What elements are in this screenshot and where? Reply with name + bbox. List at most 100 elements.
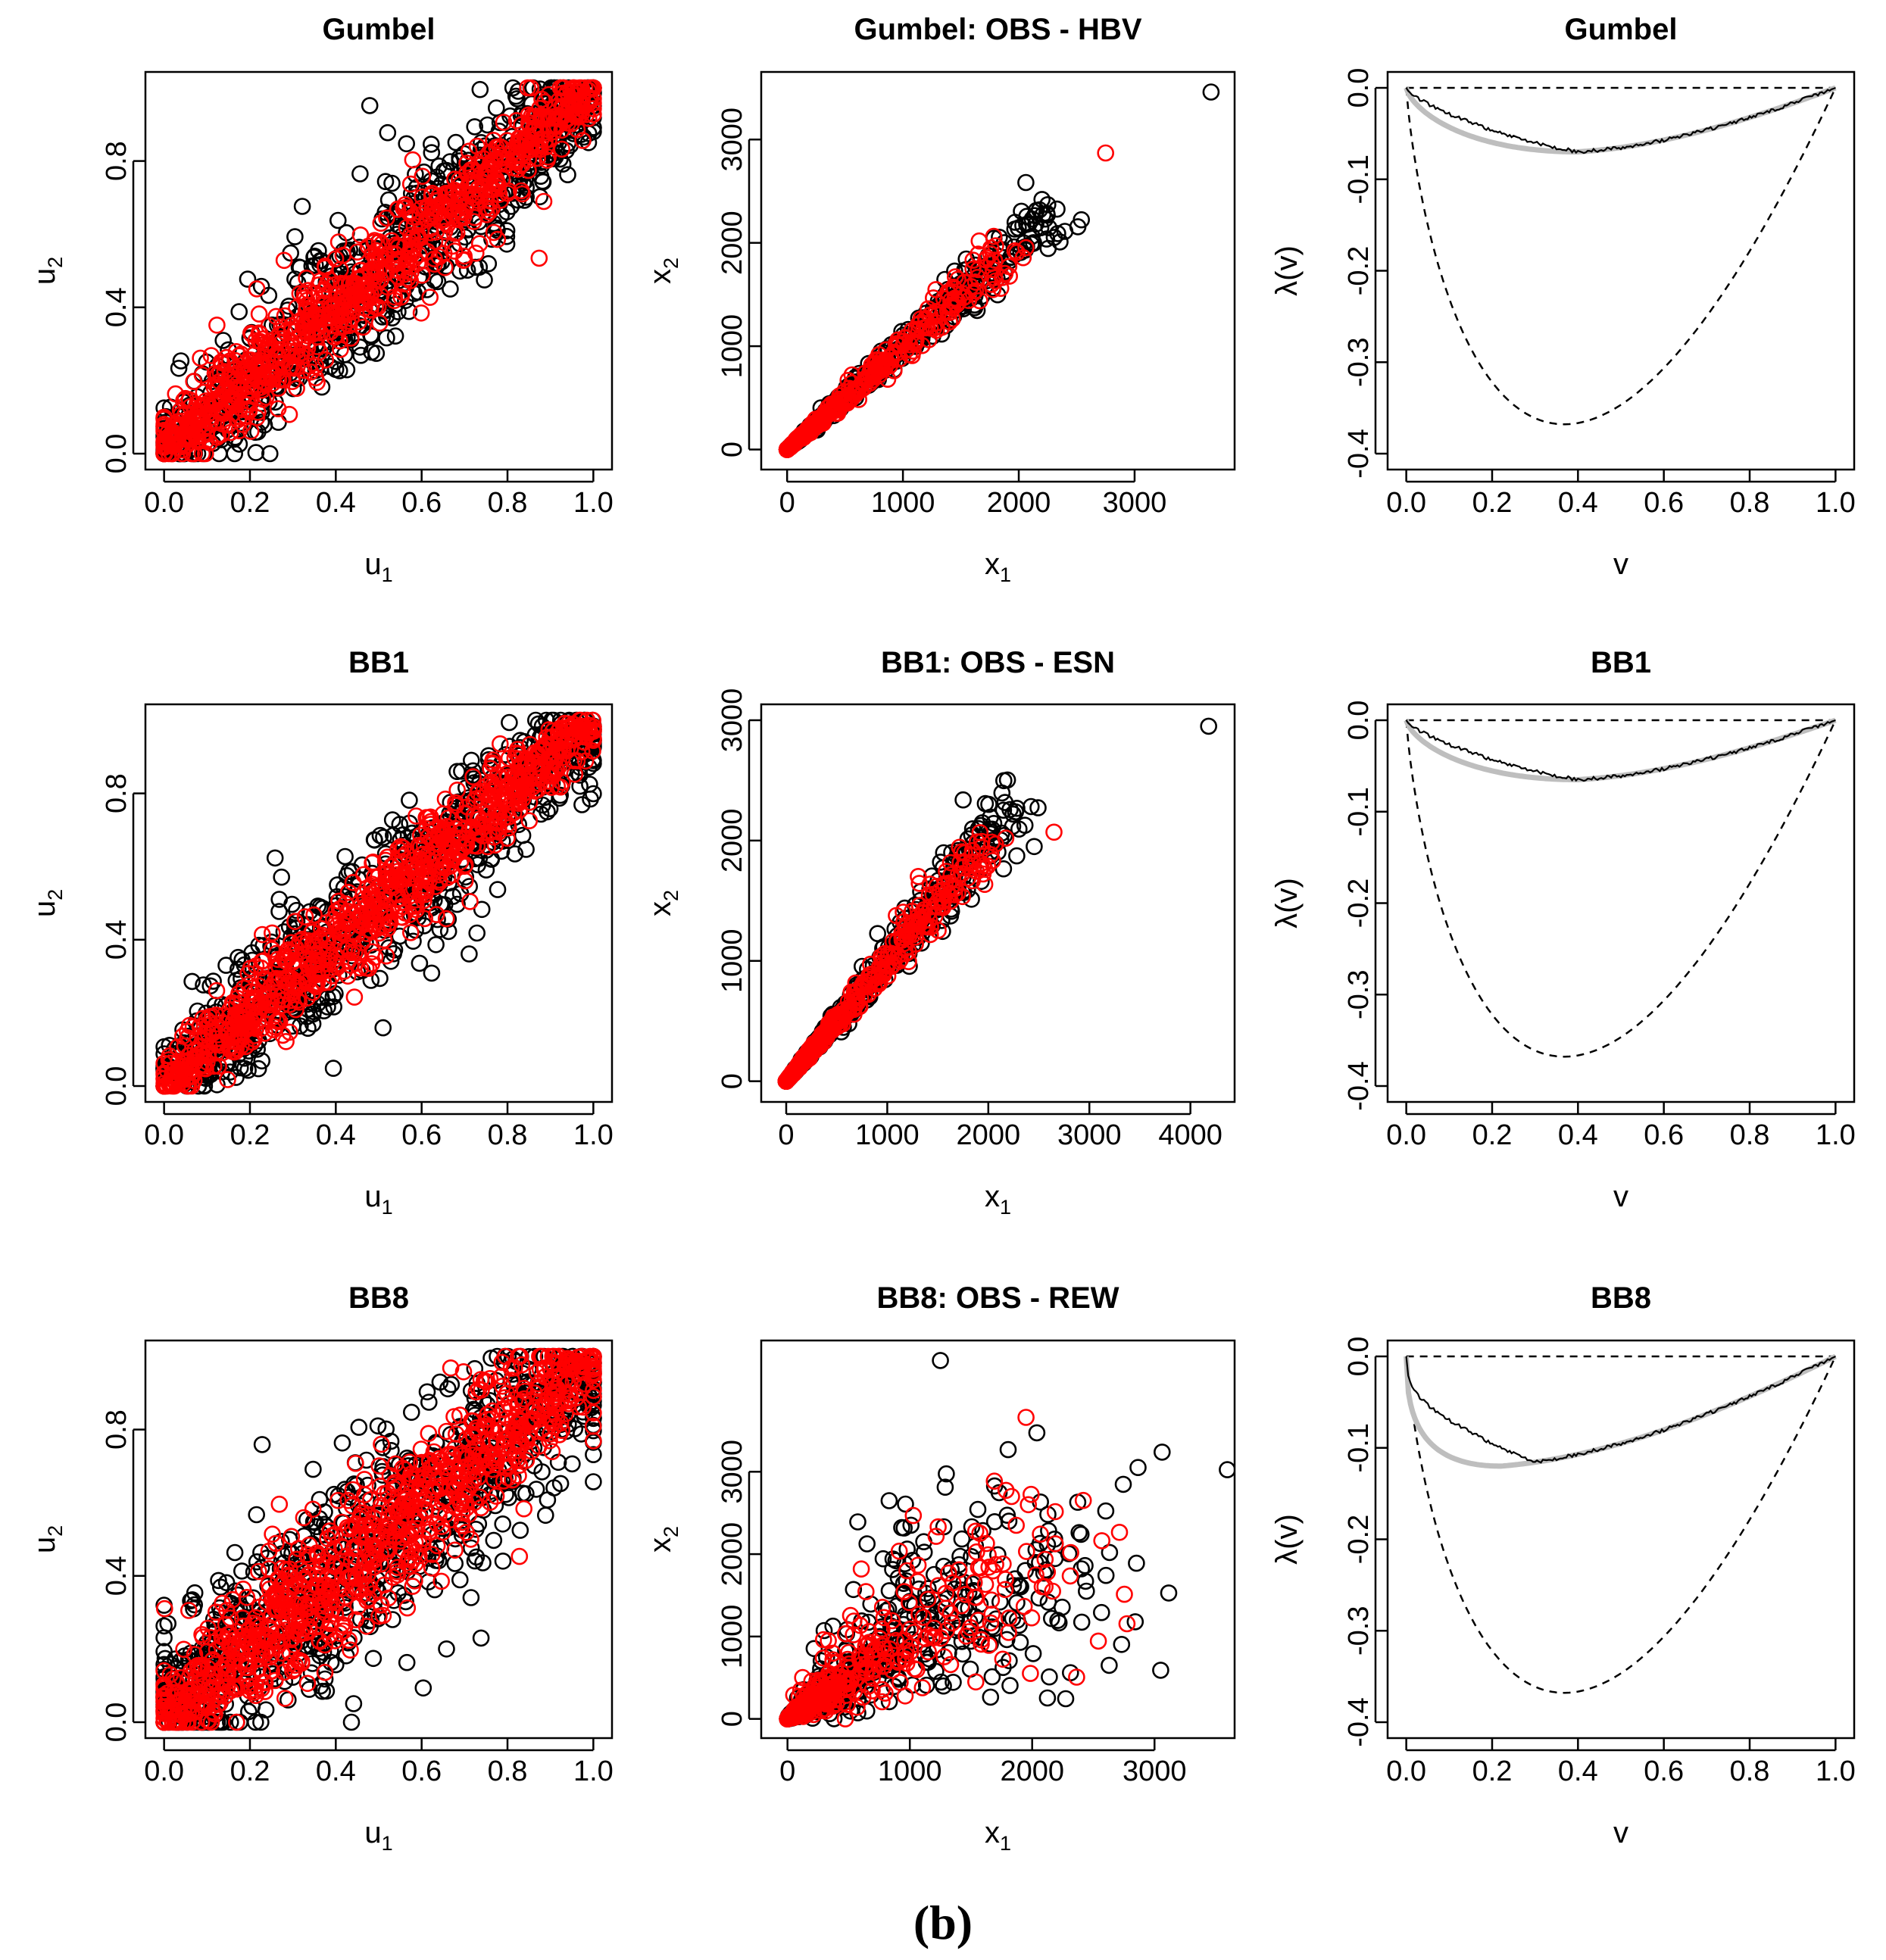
point-simulated	[479, 838, 497, 856]
point-simulated	[454, 821, 473, 838]
point-observed	[315, 1002, 333, 1019]
point-simulated	[308, 974, 326, 991]
point-simulated	[848, 379, 866, 398]
x-tick-label: 0	[779, 487, 795, 519]
point-observed	[461, 945, 478, 963]
plot-area	[777, 717, 1217, 1090]
point-simulated	[412, 881, 429, 898]
point-observed	[498, 235, 516, 253]
point-simulated	[535, 192, 553, 211]
point-simulated	[193, 366, 211, 384]
point-observed	[253, 1052, 271, 1070]
point-simulated	[498, 779, 516, 797]
point-simulated	[254, 390, 272, 408]
point-simulated	[328, 326, 346, 344]
point-simulated	[195, 1031, 213, 1048]
point-observed	[995, 801, 1013, 819]
point-simulated	[832, 394, 849, 412]
point-simulated	[253, 925, 271, 944]
point-simulated	[447, 794, 464, 812]
point-simulated	[304, 984, 322, 1001]
point-simulated	[860, 369, 877, 387]
point-simulated	[492, 147, 509, 164]
point-simulated	[430, 866, 448, 884]
point-observed	[1056, 223, 1074, 240]
point-observed	[573, 796, 591, 813]
point-simulated	[985, 227, 1003, 245]
point-simulated	[529, 747, 547, 766]
point-simulated	[220, 382, 238, 400]
point-simulated	[184, 1018, 202, 1036]
point-simulated	[809, 415, 826, 433]
point-simulated	[295, 285, 314, 303]
point-simulated	[260, 354, 277, 372]
point-observed	[980, 795, 998, 813]
panel-title: Gumbel	[323, 13, 436, 46]
x-tick-label: 1.0	[1816, 487, 1856, 519]
point-observed	[447, 133, 465, 151]
point-simulated	[295, 311, 314, 329]
point-simulated	[267, 944, 286, 963]
point-simulated	[378, 209, 395, 227]
point-simulated	[442, 840, 460, 857]
point-simulated	[264, 1008, 282, 1026]
point-simulated	[275, 251, 293, 270]
point-simulated	[910, 868, 927, 885]
point-observed	[430, 158, 448, 175]
point-simulated	[424, 202, 442, 220]
point-simulated	[585, 100, 602, 117]
point-simulated	[248, 280, 266, 298]
point-simulated	[250, 305, 268, 323]
point-simulated	[455, 251, 473, 269]
point-simulated	[380, 891, 398, 908]
point-simulated	[344, 874, 362, 891]
point-observed	[1016, 816, 1034, 834]
point-simulated	[495, 114, 513, 131]
point-simulated	[541, 729, 559, 747]
point-simulated	[342, 287, 360, 305]
point-simulated	[779, 439, 798, 457]
y-tick-label: 2000	[717, 211, 748, 275]
point-simulated	[941, 313, 958, 331]
point-simulated	[389, 873, 407, 891]
x-tick-label: 1.0	[573, 1119, 614, 1151]
x-tick-label: 0.0	[144, 487, 184, 519]
point-simulated	[585, 105, 602, 123]
y-axis-label-subscript: 2	[44, 889, 67, 900]
y-tick-label: 0.8	[101, 773, 133, 813]
point-simulated	[202, 408, 220, 426]
x-tick-label: 0.4	[316, 487, 356, 519]
point-simulated	[339, 312, 357, 330]
point-observed	[286, 228, 304, 245]
point-simulated	[478, 170, 496, 188]
point-observed	[293, 198, 311, 215]
point-simulated	[172, 406, 190, 423]
point-simulated	[156, 443, 173, 461]
plot-frame	[144, 70, 614, 471]
point-simulated	[370, 233, 389, 251]
point-observed	[329, 211, 347, 229]
point-observed	[423, 964, 441, 982]
x-tick-label: 0.6	[1644, 487, 1684, 519]
point-simulated	[554, 79, 572, 97]
point-simulated	[351, 226, 370, 244]
point-observed	[1029, 799, 1047, 816]
point-simulated	[254, 952, 273, 969]
y-tick-label: -0.2	[1343, 246, 1375, 295]
point-simulated	[392, 908, 411, 926]
point-simulated	[212, 353, 230, 371]
x-axis-label: u1	[364, 1180, 392, 1219]
point-observed	[541, 800, 559, 817]
point-simulated	[468, 837, 486, 855]
y-tick-label: 0.0	[101, 1066, 133, 1106]
point-simulated	[982, 245, 1000, 263]
point-observed	[559, 166, 576, 183]
point-simulated	[351, 908, 370, 925]
point-simulated	[556, 714, 574, 732]
point-simulated	[437, 910, 455, 928]
point-simulated	[277, 1033, 295, 1050]
point-simulated	[388, 866, 406, 884]
point-observed	[398, 135, 416, 153]
point-observed	[932, 854, 949, 871]
